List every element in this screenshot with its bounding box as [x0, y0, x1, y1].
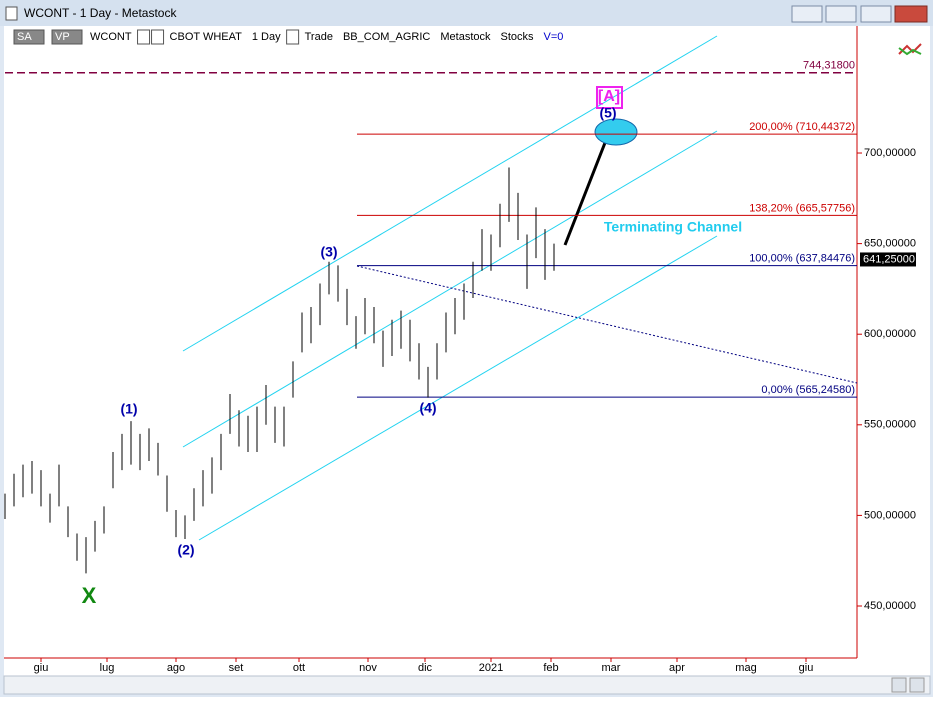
window-title: WCONT - 1 Day - Metastock — [24, 6, 177, 20]
channel-lower — [198, 235, 718, 541]
projection-arrow — [563, 129, 612, 246]
x-tick-label: giu — [34, 662, 49, 674]
indicator-icon — [898, 43, 922, 56]
y-tick-label: 500,00000 — [864, 509, 916, 521]
toolbar-label: WCONT — [90, 31, 132, 43]
wave-label: (1) — [120, 401, 137, 417]
y-tick-label: 650,00000 — [864, 238, 916, 250]
app-icon — [5, 6, 18, 21]
toolbar-button[interactable] — [13, 29, 45, 45]
wave-label: X — [82, 583, 97, 608]
toolbar-label: Trade — [305, 31, 333, 43]
toolbar-label: V=0 — [544, 31, 564, 43]
dropdown[interactable] — [286, 29, 300, 45]
fib-level-label: 138,20% (665,57756) — [749, 202, 855, 214]
minimize-button[interactable] — [825, 5, 857, 23]
channel-middle — [182, 130, 718, 448]
x-tick-label: mar — [602, 662, 621, 674]
title-bar — [0, 0, 933, 26]
toolbar-label: SA — [17, 31, 32, 43]
channel-lines — [182, 35, 718, 541]
channel-label: Terminating Channel — [604, 219, 742, 235]
label-box — [596, 86, 623, 109]
wave-label: (3) — [320, 244, 337, 260]
toolbar-label: Metastock — [440, 31, 491, 43]
restore-button[interactable] — [791, 5, 823, 23]
wave-label: [A] — [598, 88, 620, 105]
window-buttons[interactable] — [791, 5, 928, 23]
y-tick-label: 600,00000 — [864, 328, 916, 340]
x-tick-label: ago — [167, 662, 185, 674]
x-tick-label: 2021 — [479, 662, 503, 674]
scroll-left[interactable] — [891, 677, 907, 693]
scroll-right[interactable] — [909, 677, 925, 693]
x-tick-label: mag — [735, 662, 756, 674]
dropdown[interactable] — [137, 29, 151, 45]
x-tick-label: ott — [293, 662, 305, 674]
toolbar-label: BB_COM_AGRIC — [343, 31, 430, 43]
wave-label: (5) — [599, 105, 616, 121]
x-tick-label: giu — [799, 662, 814, 674]
x-tick-label: feb — [543, 662, 558, 674]
y-tick-label: 550,00000 — [864, 419, 916, 431]
dropdown[interactable] — [151, 29, 165, 45]
fib-level-label: 744,31800 — [803, 60, 855, 72]
x-tick-label: apr — [669, 662, 685, 674]
toolbar-label: Stocks — [501, 31, 535, 43]
y-tick-label: 450,00000 — [864, 600, 916, 612]
x-tick-label: lug — [100, 662, 115, 674]
toolbar-button[interactable] — [51, 29, 83, 45]
fib-level-label: 100,00% (637,84476) — [749, 253, 855, 265]
y-tick-label: 700,00000 — [864, 147, 916, 159]
x-tick-label: set — [229, 662, 244, 674]
fib-level-label: 0,00% (565,24580) — [761, 384, 855, 396]
target-ellipse — [594, 118, 638, 146]
toolbar-label: CBOT WHEAT — [170, 31, 243, 43]
toolbar-label: VP — [55, 31, 70, 43]
toolbar-label: 1 Day — [252, 31, 281, 43]
x-tick-label: dic — [418, 662, 433, 674]
last-price-box — [860, 252, 916, 267]
fib-level-label: 200,00% (710,44372) — [749, 121, 855, 133]
scrollbar[interactable] — [3, 675, 931, 695]
maximize-button[interactable] — [860, 5, 892, 23]
wave-label: (2) — [177, 542, 194, 558]
last-price-label: 641,25000 — [863, 253, 915, 265]
trend-dotted — [356, 265, 858, 384]
close-button[interactable] — [894, 5, 928, 23]
x-tick-label: nov — [359, 662, 377, 674]
wave-label: (4) — [419, 400, 436, 416]
channel-upper — [182, 35, 718, 352]
